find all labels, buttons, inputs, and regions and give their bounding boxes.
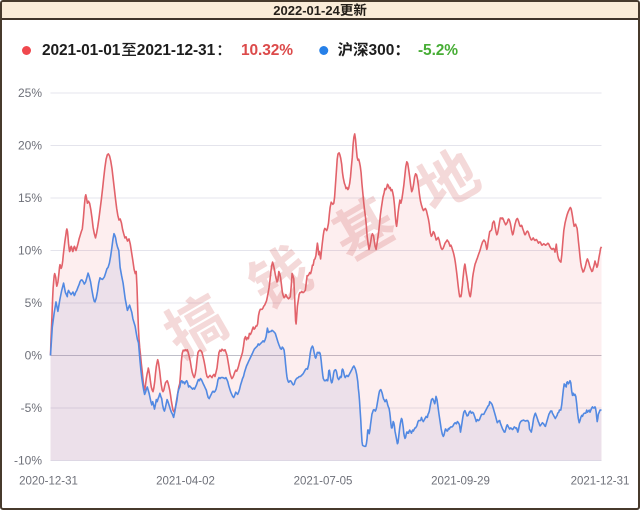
svg-text:10%: 10% — [18, 244, 42, 258]
svg-text:-10%: -10% — [14, 454, 42, 468]
svg-text:2021-09-29: 2021-09-29 — [431, 476, 490, 488]
svg-text:2021-04-02: 2021-04-02 — [156, 476, 215, 488]
svg-text:2021-12-31: 2021-12-31 — [137, 42, 216, 59]
svg-text:5%: 5% — [25, 296, 43, 310]
svg-text:-5.2%: -5.2% — [418, 42, 458, 59]
svg-text:20%: 20% — [18, 139, 42, 153]
svg-text:2021-07-05: 2021-07-05 — [294, 476, 353, 488]
svg-text:300: 300 — [369, 42, 395, 59]
svg-text:10.32%: 10.32% — [241, 42, 293, 59]
svg-text:0%: 0% — [25, 349, 43, 363]
svg-text:25%: 25% — [18, 86, 42, 100]
svg-text:-5%: -5% — [21, 401, 43, 415]
svg-text:2022-01-24: 2022-01-24 — [273, 3, 340, 18]
svg-text:2021-01-01: 2021-01-01 — [42, 42, 121, 59]
svg-text:2021-12-31: 2021-12-31 — [571, 476, 630, 488]
svg-text:2020-12-31: 2020-12-31 — [19, 476, 78, 488]
svg-text:15%: 15% — [18, 191, 42, 205]
